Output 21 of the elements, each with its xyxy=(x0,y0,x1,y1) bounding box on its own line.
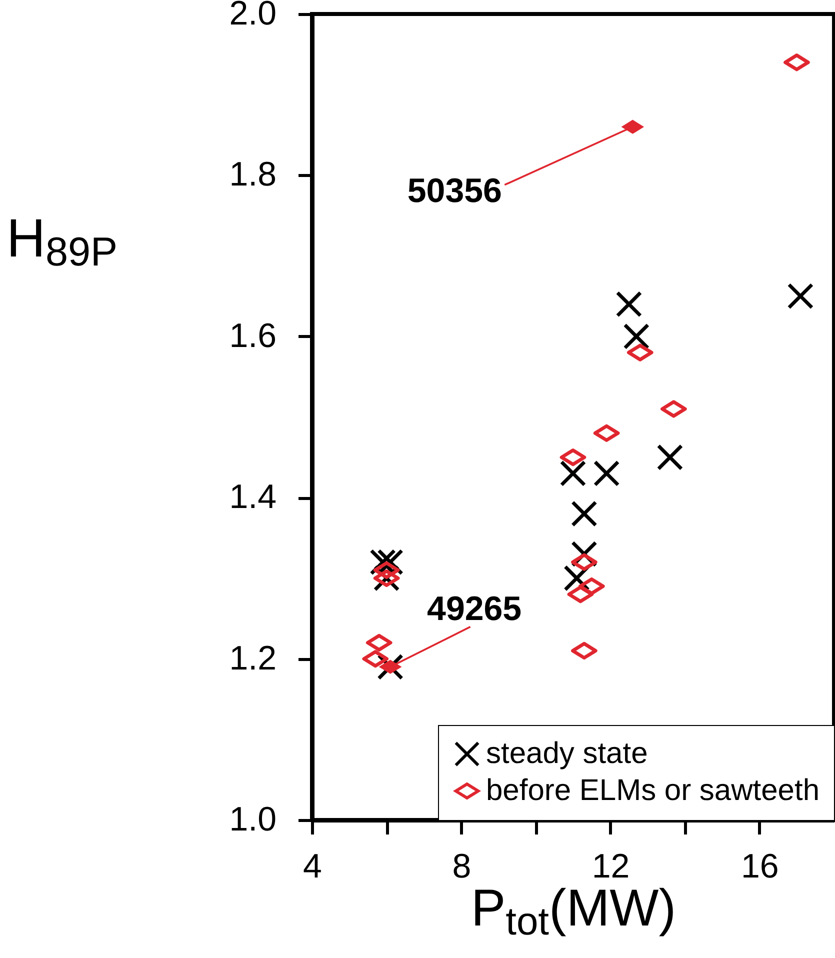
y-tick-label: 1.6 xyxy=(229,316,276,355)
point xyxy=(656,444,684,470)
annotation: 50356 xyxy=(407,172,502,210)
x-tick-label: 8 xyxy=(452,848,472,886)
y-tick-label: 1.8 xyxy=(229,156,276,194)
y-tick-label: 2.0 xyxy=(229,0,276,32)
y-tick-label: 1.4 xyxy=(229,478,276,516)
point xyxy=(593,460,620,487)
point xyxy=(787,282,814,310)
y-axis-title: H$_{89P}$ xyxy=(6,208,118,275)
point xyxy=(616,291,642,318)
y-tick-label: 1.0 xyxy=(229,800,276,838)
point xyxy=(623,323,650,350)
legend-label: before ELMs or sawteeth xyxy=(486,774,820,807)
y-tick-label: 1.2 xyxy=(229,639,276,678)
point xyxy=(571,500,598,527)
x-tick-label: 16 xyxy=(741,848,779,886)
x-tick-label: 4 xyxy=(303,848,322,886)
annotation: 49265 xyxy=(427,590,522,628)
legend-label: steady state xyxy=(486,737,648,770)
point xyxy=(560,460,586,487)
